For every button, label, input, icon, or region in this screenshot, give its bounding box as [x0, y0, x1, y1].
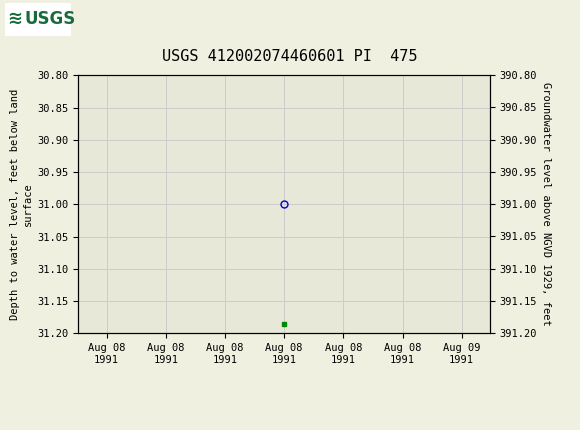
Text: ≋: ≋: [7, 9, 22, 28]
FancyBboxPatch shape: [5, 3, 71, 36]
Y-axis label: Groundwater level above NGVD 1929, feet: Groundwater level above NGVD 1929, feet: [541, 83, 551, 326]
Y-axis label: Depth to water level, feet below land
surface: Depth to water level, feet below land su…: [10, 89, 33, 320]
Text: USGS: USGS: [24, 9, 75, 28]
Text: USGS 412002074460601 PI  475: USGS 412002074460601 PI 475: [162, 49, 418, 64]
